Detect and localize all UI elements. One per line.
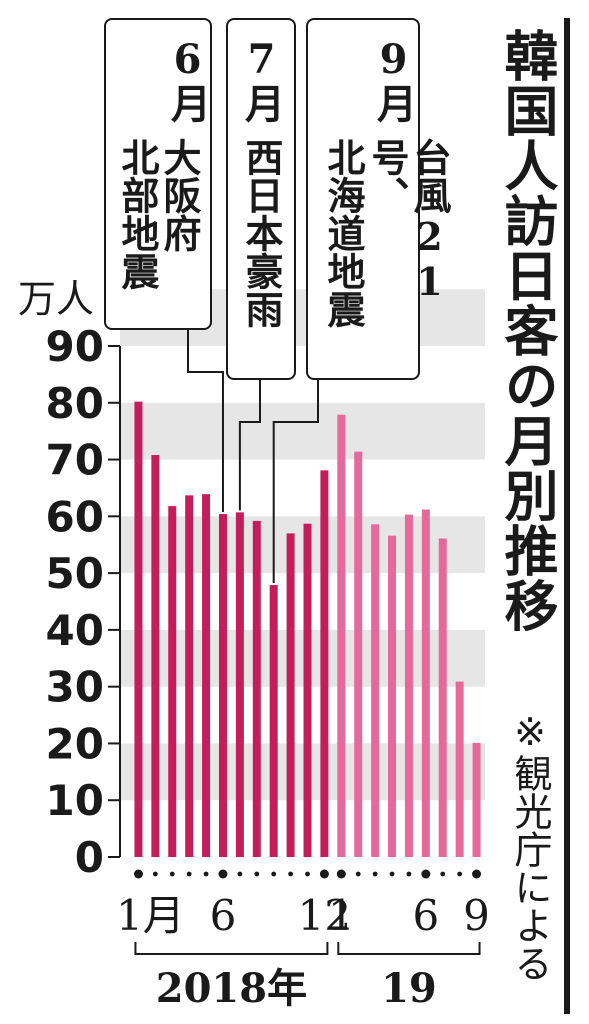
x-tick-dot	[169, 871, 175, 877]
x-tick-dot	[254, 871, 260, 877]
x-tick-dot	[271, 871, 277, 877]
bar	[269, 585, 278, 857]
x-tick-dot	[421, 869, 431, 879]
annotation-event: 台風21号、	[365, 138, 452, 304]
annotation-event: 西日本豪雨	[239, 138, 284, 328]
bar	[202, 494, 211, 857]
annotation-month: 9月	[370, 36, 417, 123]
x-tick-dot	[218, 869, 228, 879]
y-tick-label: 90	[46, 322, 104, 371]
callout-lines	[187, 330, 319, 584]
bars	[134, 401, 481, 857]
x-tick-dot	[406, 871, 412, 877]
year-label: 2018年	[156, 965, 307, 1012]
bar	[286, 533, 295, 857]
x-tick-label: 12	[298, 891, 351, 940]
bar	[168, 506, 177, 857]
x-tick-dot	[186, 871, 192, 877]
y-tick-label: 50	[46, 549, 104, 598]
title-rule	[564, 18, 570, 1014]
source-note: ※観光庁による	[508, 710, 552, 982]
annotation-event: 北海道地震	[321, 138, 366, 328]
y-tick-label: 40	[46, 606, 104, 655]
x-tick-dot	[389, 871, 395, 877]
bar	[354, 451, 363, 857]
x-tick-label: 6	[210, 891, 237, 940]
y-tick-label: 60	[46, 492, 104, 541]
x-tick-dot	[203, 871, 209, 877]
x-tick-dot	[133, 869, 143, 879]
x-tick-dot	[355, 871, 361, 877]
x-tick-dot	[472, 869, 482, 879]
x-tick-dot	[237, 871, 243, 877]
y-tick-label: 30	[46, 663, 104, 712]
bar	[320, 470, 329, 857]
bar	[455, 681, 464, 857]
bar	[303, 523, 312, 857]
y-tick-label: 0	[75, 833, 104, 882]
x-tick-label: 1	[328, 891, 355, 940]
annotation-event: 北部地震	[115, 138, 160, 290]
x-tick-dot	[305, 871, 310, 877]
bar	[472, 742, 481, 857]
bar	[421, 509, 430, 857]
x-tick-dot	[152, 871, 158, 877]
annotation-box-june: 6月 大阪府 北部地震	[104, 18, 212, 330]
year-label: 19	[381, 965, 437, 1012]
annotation-box-september: 9月 台風21号、 北海道地震	[306, 18, 452, 380]
annotation-event: 大阪府	[157, 138, 202, 252]
x-tick-dot	[336, 869, 346, 879]
bar	[252, 520, 261, 857]
bar	[235, 512, 244, 857]
bar	[134, 401, 143, 857]
bar	[151, 455, 160, 857]
x-tick-label: 9	[463, 891, 490, 940]
callout-line	[272, 380, 319, 584]
callout-line	[238, 380, 261, 511]
bar	[185, 495, 194, 857]
x-tick-dot	[457, 871, 463, 877]
bar	[337, 414, 346, 857]
x-tick-label: 6	[412, 891, 439, 940]
bar	[404, 514, 413, 857]
x-tick-label: 1月	[116, 891, 185, 940]
y-tick-label: 80	[46, 379, 104, 428]
annotation-month: 7月	[238, 36, 285, 123]
bar	[218, 514, 227, 857]
y-tick-label: 70	[46, 436, 104, 485]
x-tick-dot	[288, 871, 293, 877]
y-tick-label: 20	[46, 719, 104, 768]
bar	[388, 535, 397, 857]
callout-line	[187, 330, 224, 513]
chart-title: 韓国人訪日客の月別推移	[495, 28, 558, 633]
annotation-month: 6月	[164, 36, 211, 123]
bar	[371, 524, 380, 857]
bar	[438, 538, 447, 857]
annotation-box-july: 7月 西日本豪雨	[226, 18, 296, 380]
y-tick-label: 10	[46, 776, 104, 825]
year-bracket	[134, 942, 329, 955]
y-unit-label: 万人	[18, 277, 94, 321]
x-tick-dot	[440, 871, 446, 877]
x-tick-dot	[372, 871, 378, 877]
x-tick-dot	[319, 869, 329, 879]
grid-band	[120, 402, 485, 460]
year-bracket	[337, 942, 481, 955]
